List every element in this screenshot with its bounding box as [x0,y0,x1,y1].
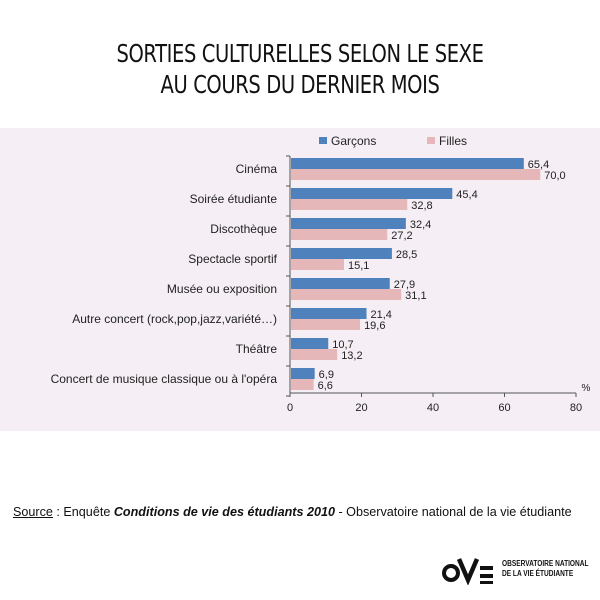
source-suffix: - Observatoire national de la vie étudia… [334,505,572,519]
bar-garcons [291,338,329,349]
x-tick-label: 0 [287,402,293,414]
bar-chart: Garçons Filles 0 20 40 60 80% Cinéma 65,470,0 Soi… [51,134,591,414]
data-label: 27,9 [394,279,415,291]
legend-label: Filles [439,134,467,148]
bar-filles [291,319,361,330]
bar-filles [291,259,344,270]
bar-garcons [291,308,367,319]
category-label: Discothèque [210,222,277,236]
data-label: 19,6 [364,320,385,332]
data-label: 13,2 [341,350,362,362]
category-label: Musée ou exposition [167,282,277,296]
data-label: 27,2 [391,230,412,242]
data-label: 32,4 [410,219,431,231]
data-label: 10,7 [332,339,353,351]
bar-garcons [291,248,392,259]
chart-panel: Garçons Filles 0 20 40 60 80% Cinéma 65,4 70,0 Soi… [0,128,600,431]
category-label: Théâtre [236,342,278,356]
data-label: 32,8 [411,200,432,212]
legend-swatch-1 [427,137,435,144]
ove-logo-text-line-1: OBSERVATOIRE NATIONAL [502,559,589,568]
data-label: 21,4 [371,309,392,321]
bar-filles [291,199,408,210]
category-label: Soirée étudiante [190,192,278,206]
legend-label: Garçons [331,134,376,148]
source-note: Source : Enquête Conditions de vie des é… [13,505,593,519]
data-label: 28,5 [396,249,417,261]
x-tick-label: 80 [570,402,582,414]
source-mid: : Enquête [52,505,114,519]
ove-logo-mark-icon [442,558,493,585]
chart-title: SORTIES CULTURELLES SELON LE SEXE AU COU… [66,38,534,100]
ove-logo: OBSERVATOIRE NATIONAL DE LA VIE ÉTUDIANT… [442,549,592,589]
category-label: Cinéma [236,162,278,176]
data-label: 65,4 [528,159,549,171]
bar-garcons [291,188,453,199]
legend-swatch-0 [319,137,327,144]
bar-filles [291,169,541,180]
x-tick-label: 40 [427,402,439,414]
category-label: Autre concert (rock,pop,jazz,variété…) [72,312,277,326]
bar-filles [291,289,402,300]
bar-garcons [291,218,406,229]
bar-garcons [291,368,315,379]
source-survey-name: Conditions de vie des étudiants 2010 [113,505,335,519]
bar-filles [291,229,388,240]
data-label: 31,1 [405,290,426,302]
bar-filles [291,349,338,360]
data-label: 70,0 [544,170,565,182]
data-label: 6,6 [318,380,333,392]
ove-logo-text: OBSERVATOIRE NATIONAL DE LA VIE ÉTUDIANT… [502,559,589,579]
chart-title-line-2: AU COURS DU DERNIER MOIS [160,70,440,99]
data-label: 15,1 [348,260,369,272]
category-label: Concert de musique classique ou à l'opér… [51,372,278,386]
bar-filles [291,379,314,390]
x-tick-label: 60 [498,402,510,414]
data-label: 45,4 [456,189,477,201]
bar-garcons [291,278,390,289]
chart-title-line-1: SORTIES CULTURELLES SELON LE SEXE [116,39,484,68]
category-label: Spectacle sportif [188,252,277,266]
data-label: 6,9 [319,369,334,381]
x-tick-label: 20 [355,402,367,414]
x-axis-unit: % [582,383,591,394]
ove-logo-text-line-2: DE LA VIE ÉTUDIANTE [502,569,574,578]
bar-garcons [291,158,524,169]
source-prefix: Source [13,505,53,519]
